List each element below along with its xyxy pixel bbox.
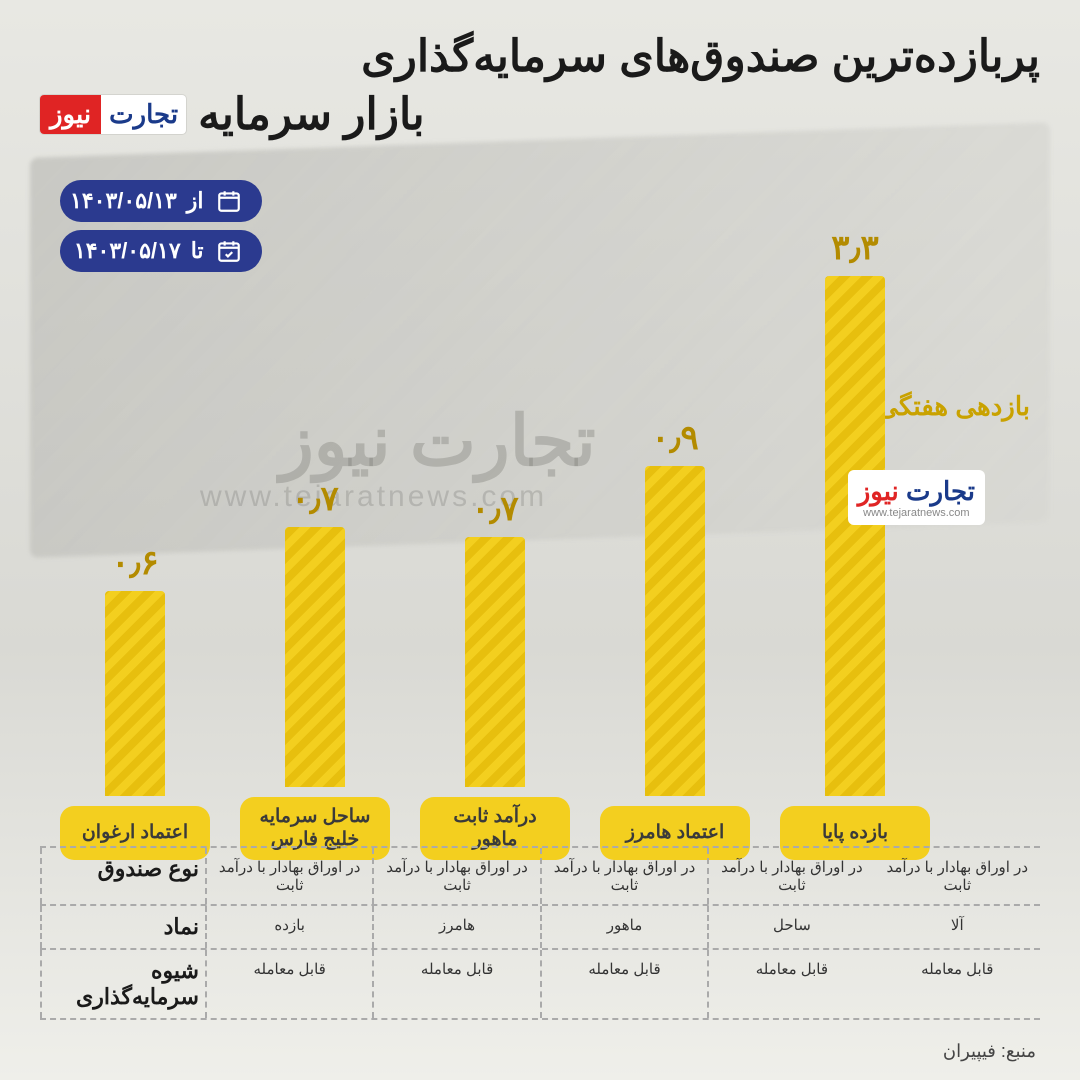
table-cell: در اوراق بهادار با درآمد ثابت <box>372 848 539 904</box>
bar-column: ۰٫۶اعتماد ارغوان <box>60 543 210 860</box>
info-table: در اوراق بهادار با درآمد ثابتدر اوراق به… <box>40 846 1040 1020</box>
bars-container: ۳٫۳بازده پایا۰٫۹اعتماد هامرز۰٫۷درآمد ثاب… <box>60 210 930 860</box>
table-cell: قابل معامله <box>707 950 874 1018</box>
bar-value-label: ۳٫۳ <box>831 228 879 268</box>
table-row: آلاساحلماهورهامرزبازدهنماد <box>40 904 1040 948</box>
bar-column: ۳٫۳بازده پایا <box>780 228 930 860</box>
bar-rect <box>645 466 705 796</box>
table-cell: ساحل <box>707 906 874 948</box>
header: پربازده‌ترین صندوق‌های سرمایه‌گذاری بازا… <box>40 28 1040 140</box>
table-row: قابل معاملهقابل معاملهقابل معاملهقابل مع… <box>40 948 1040 1020</box>
float-logo-2: نیوز <box>858 476 899 506</box>
chart-area: بازدهی هفتگی ۳٫۳بازده پایا۰٫۹اعتماد هامر… <box>60 210 1020 860</box>
bar-column: ۰٫۷ساحل سرمایه خلیج فارس <box>240 479 390 861</box>
bar-value-label: ۰٫۷ <box>291 479 339 519</box>
table-cell: قابل معامله <box>540 950 707 1018</box>
table-row: در اوراق بهادار با درآمد ثابتدر اوراق به… <box>40 846 1040 904</box>
table-cell: هامرز <box>372 906 539 948</box>
bar-value-label: ۰٫۷ <box>471 489 519 529</box>
bar-value-label: ۰٫۶ <box>111 543 159 583</box>
table-cell: در اوراق بهادار با درآمد ثابت <box>707 848 874 904</box>
title-line-2: بازار سرمایه <box>198 89 425 140</box>
table-cell: قابل معامله <box>205 950 372 1018</box>
source-text: منبع: فیپیران <box>943 1041 1036 1062</box>
bar-rect <box>465 537 525 787</box>
title-line-2-wrap: بازار سرمایه تجارت نیوز <box>40 89 1040 140</box>
table-row-header: نوع صندوق <box>40 848 205 904</box>
table-cell: در اوراق بهادار با درآمد ثابت <box>540 848 707 904</box>
logo-text-2: نیوز <box>40 95 101 134</box>
table-cell: در اوراق بهادار با درآمد ثابت <box>875 848 1040 904</box>
table-cell: در اوراق بهادار با درآمد ثابت <box>205 848 372 904</box>
title-line-1: پربازده‌ترین صندوق‌های سرمایه‌گذاری <box>40 28 1040 85</box>
float-logo-1: تجارت <box>906 476 975 506</box>
bar-column: ۰٫۷درآمد ثابت ماهور <box>420 489 570 861</box>
float-logo-url: www.tejaratnews.com <box>858 507 975 519</box>
bar-rect <box>825 276 885 796</box>
bar-rect <box>105 591 165 796</box>
table-row-header: شیوه سرمایه‌گذاری <box>40 950 205 1018</box>
logo-text-1: تجارت <box>101 95 186 134</box>
floating-brand-card: تجارت نیوز www.tejaratnews.com <box>848 470 985 525</box>
table-cell: آلا <box>875 906 1040 948</box>
table-cell: بازده <box>205 906 372 948</box>
bar-column: ۰٫۹اعتماد هامرز <box>600 418 750 860</box>
table-cell: ماهور <box>540 906 707 948</box>
table-cell: قابل معامله <box>875 950 1040 1018</box>
table-row-header: نماد <box>40 906 205 948</box>
brand-logo-badge: تجارت نیوز <box>40 95 186 134</box>
bar-rect <box>285 527 345 787</box>
table-cell: قابل معامله <box>372 950 539 1018</box>
bar-value-label: ۰٫۹ <box>651 418 699 458</box>
